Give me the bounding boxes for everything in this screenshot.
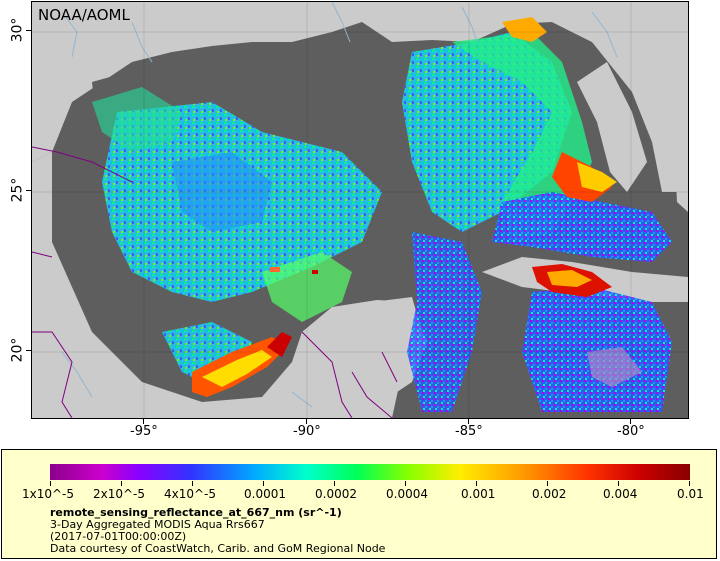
colorbar-label: 0.001: [461, 487, 496, 501]
land-florida-tip: [577, 62, 647, 192]
colorbar-tick: [50, 481, 51, 486]
lat-tick-mark: [26, 30, 31, 31]
colorbar-label: 0.002: [532, 487, 567, 501]
colorbar-tick: [334, 481, 335, 486]
colorbar-label: 0.0004: [386, 487, 428, 501]
time-range: (2017-07-01T00:00:00Z): [50, 530, 187, 543]
lon-tick-label: -90°: [293, 424, 321, 439]
colorbar-label: 1x10^-5: [22, 487, 75, 501]
colorbar-tick: [476, 481, 477, 486]
colorbar-tick: [618, 481, 619, 486]
lat-tick-label: 25°: [9, 177, 26, 203]
colorbar-label: 2x10^-5: [93, 487, 146, 501]
colorbar-label: 0.0001: [244, 487, 286, 501]
lon-tick-mark: [630, 419, 631, 424]
graticule: [32, 2, 688, 418]
colorbar: [50, 464, 690, 480]
variable-title: remote_sensing_reflectance_at_667_nm (sr…: [50, 506, 342, 519]
source-label: NOAA/AOML: [38, 6, 130, 24]
lat-tick-label: 20°: [9, 337, 26, 363]
data-credit: Data courtesy of CoastWatch, Carib. and …: [50, 542, 386, 555]
rivers: [61, 2, 618, 408]
colorbar-tick: [121, 481, 122, 486]
colorbar-label: 0.004: [603, 487, 638, 501]
map-canvas: [32, 2, 688, 418]
colorbar-tick: [192, 481, 193, 486]
land-us-north: [32, 2, 688, 162]
lat-tick-mark: [26, 350, 31, 351]
colorbar-label: 4x10^-5: [164, 487, 217, 501]
colorbar-tick: [547, 481, 548, 486]
colorbar-tick: [405, 481, 406, 486]
map-panel[interactable]: NOAA/AOML: [31, 1, 689, 419]
land-bahamas: [672, 97, 688, 212]
land-yucatan: [292, 300, 427, 407]
dataset-name: 3-Day Aggregated MODIS Aqua Rrs667: [50, 518, 265, 531]
colorbar-label: 0.01: [677, 487, 704, 501]
lon-tick-mark: [468, 419, 469, 424]
lon-tick-label: -85°: [455, 424, 483, 439]
lat-tick-mark: [26, 190, 31, 191]
colorbar-label: 0.0002: [315, 487, 357, 501]
lon-tick-label: -95°: [130, 424, 158, 439]
lon-tick-label: -80°: [617, 424, 645, 439]
legend-panel: 1x10^-5 2x10^-5 4x10^-5 0.0001 0.0002 0.…: [1, 449, 717, 559]
colorbar-tick: [263, 481, 264, 486]
ocean-data-layer: [92, 17, 672, 412]
lon-tick-mark: [143, 419, 144, 424]
lon-tick-mark: [306, 419, 307, 424]
borders: [32, 146, 398, 418]
colorbar-tick: [689, 481, 690, 486]
lat-tick-label: 30°: [9, 17, 26, 43]
land-florida: [552, 2, 688, 192]
